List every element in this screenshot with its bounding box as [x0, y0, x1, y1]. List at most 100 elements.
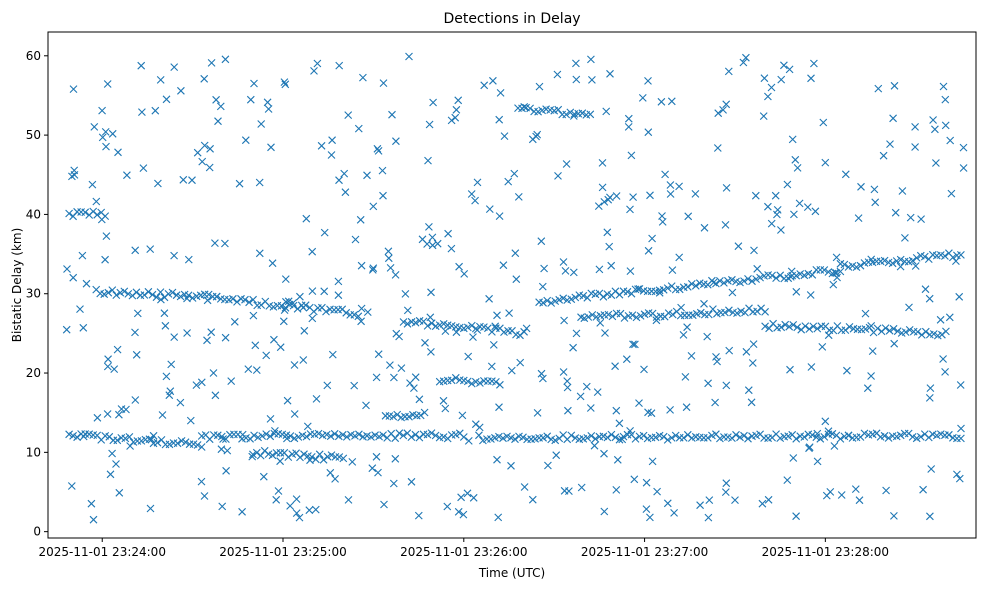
scatter-point [485, 205, 494, 213]
scatter-point [572, 59, 580, 68]
scatter-point [567, 431, 576, 440]
scatter-point [391, 434, 400, 443]
scatter-point [294, 433, 303, 441]
scatter-point [424, 156, 432, 165]
scatter-point [716, 434, 724, 443]
scatter-point [569, 343, 577, 352]
scatter-point [170, 251, 178, 260]
scatter-point [682, 403, 691, 412]
scatter-point [330, 429, 339, 438]
scatter-point [507, 461, 515, 470]
scatter-point [696, 501, 704, 510]
scatter-point [917, 331, 926, 339]
scatter-point [81, 208, 90, 217]
scatter-point [386, 361, 394, 369]
scatter-point [250, 79, 258, 88]
scatter-point [221, 239, 229, 248]
scatter-point [777, 323, 786, 332]
scatter-point [82, 279, 91, 288]
scatter-point [826, 488, 835, 496]
scatter-point [721, 488, 730, 496]
scatter-point [941, 95, 950, 104]
scatter-point [120, 287, 129, 296]
scatter-point [327, 151, 336, 159]
scatter-point [725, 306, 733, 315]
scatter-point [777, 226, 785, 234]
scatter-point [562, 160, 571, 168]
scatter-point [132, 288, 141, 297]
scatter-point [793, 164, 802, 172]
scatter-point [626, 427, 634, 435]
scatter-point [504, 177, 513, 186]
scatter-point [454, 96, 463, 105]
scatter-point [420, 408, 429, 417]
scatter-point [956, 381, 965, 389]
scatter-point [816, 434, 825, 443]
scatter-point [403, 306, 412, 315]
scatter-point [270, 335, 278, 344]
scatter-point [328, 350, 337, 359]
scatter-point [357, 261, 366, 270]
scatter-point [955, 292, 964, 301]
scatter-point [426, 313, 435, 322]
scatter-point [431, 431, 440, 440]
scatter-point [783, 180, 792, 189]
scatter-point [758, 499, 767, 508]
scatter-point [441, 327, 450, 335]
scatter-point [115, 410, 123, 419]
scatter-point [217, 445, 226, 454]
scatter-point [492, 378, 500, 386]
scatter-point [367, 433, 375, 441]
scatter-point [207, 328, 216, 337]
scatter-point [756, 273, 764, 282]
scatter-point [632, 313, 641, 322]
scatter-point [739, 58, 748, 67]
scatter-point [427, 319, 436, 328]
scatter-point [890, 339, 899, 348]
scatter-point [354, 124, 363, 133]
scatter-point [363, 171, 371, 180]
scatter-point [146, 245, 155, 253]
scatter-point [317, 141, 326, 150]
scatter-point [362, 401, 370, 410]
scatter-point [752, 275, 760, 283]
scatter-point [389, 479, 398, 488]
scatter-point [681, 373, 690, 381]
scatter-point [773, 206, 782, 214]
scatter-point [792, 287, 801, 296]
y-tick-label: 20 [26, 366, 41, 380]
scatter-point [551, 436, 560, 445]
scatter-point [667, 97, 676, 106]
scatter-point [268, 451, 277, 460]
scatter-point [828, 429, 837, 438]
scatter-point [348, 458, 357, 466]
scatter-point [459, 433, 468, 441]
scatter-point [803, 203, 812, 211]
scatter-point [235, 179, 244, 188]
scatter-point [79, 323, 88, 332]
scatter-point [941, 368, 949, 376]
scatter-point [335, 176, 343, 185]
scatter-point [363, 308, 372, 316]
scatter-point [563, 377, 572, 385]
scatter-point [313, 59, 322, 68]
scatter-point [924, 433, 933, 442]
scatter-point [607, 261, 616, 270]
scatter-point [459, 510, 468, 519]
scatter-point [263, 98, 272, 107]
scatter-point [252, 366, 261, 374]
scatter-point [753, 264, 762, 273]
scatter-point [813, 457, 822, 466]
scatter-point [703, 434, 712, 442]
scatter-point [578, 109, 587, 118]
scatter-point [857, 182, 865, 191]
scatter-point [203, 296, 212, 305]
scatter-point [931, 125, 939, 134]
scatter-point [795, 199, 804, 208]
scatter-point [138, 108, 146, 116]
scatter-point [535, 82, 544, 91]
scatter-point [957, 424, 965, 433]
scatter-point [112, 460, 120, 468]
scatter-point [820, 433, 829, 441]
scatter-point [295, 513, 304, 522]
